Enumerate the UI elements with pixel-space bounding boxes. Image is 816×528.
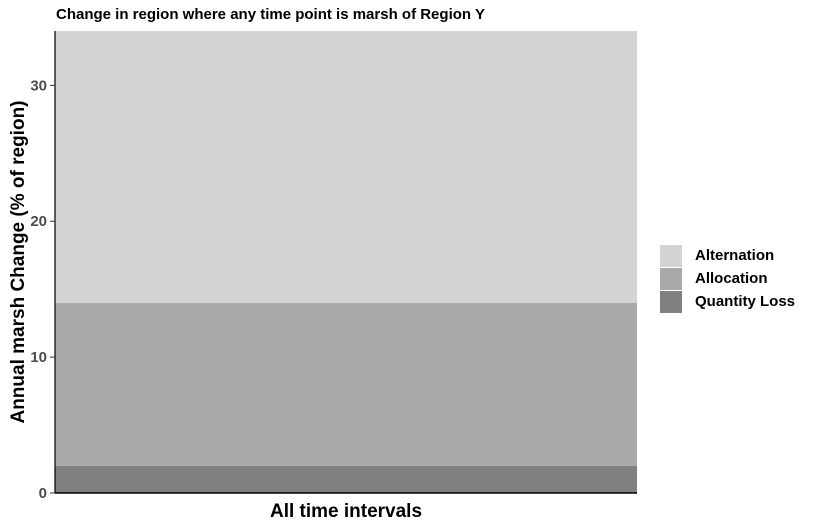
legend-label-quantity-loss: Quantity Loss bbox=[695, 293, 796, 310]
y-tick-label-20: 20 bbox=[30, 213, 47, 230]
x-axis-label: All time intervals bbox=[270, 501, 422, 522]
legend-swatch-allocation bbox=[660, 267, 682, 290]
legend-label-alternation: Alternation bbox=[695, 247, 775, 264]
bar-segment-allocation bbox=[55, 302, 637, 466]
y-tick-label-0: 0 bbox=[39, 485, 47, 502]
legend-swatch-quantity-loss bbox=[660, 290, 682, 313]
legend-swatch-alternation bbox=[660, 244, 682, 267]
y-tick-label-10: 10 bbox=[30, 349, 47, 366]
legend-item-alternation: Alternation bbox=[660, 244, 795, 267]
bar-segment-quantity-loss bbox=[55, 465, 637, 493]
legend-label-allocation: Allocation bbox=[695, 270, 768, 287]
y-tick-label-30: 30 bbox=[30, 77, 47, 94]
legend-item-quantity-loss: Quantity Loss bbox=[660, 290, 795, 313]
bar-segment-alternation bbox=[55, 31, 637, 303]
chart-title: Change in region where any time point is… bbox=[56, 6, 485, 23]
y-axis-label: Annual marsh Change (% of region) bbox=[8, 100, 29, 423]
legend: Alternation Allocation Quantity Loss bbox=[660, 244, 795, 313]
legend-item-allocation: Allocation bbox=[660, 267, 795, 290]
